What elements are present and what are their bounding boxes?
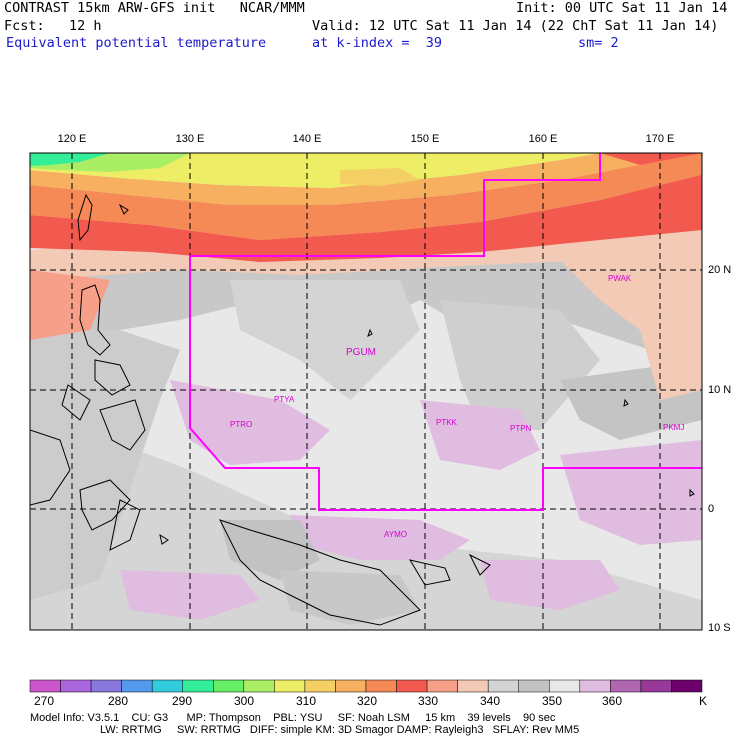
station-ptpn: PTPN [510,424,532,433]
valid-time: Valid: 12 UTC Sat 11 Jan 14 (22 ChT Sat … [312,18,719,34]
colorbar-label-290: 290 [171,694,193,708]
forecast-hour: Fcst: 12 h [4,18,102,34]
colorbar-label-350: 350 [541,694,563,708]
colorbar-label-310: 310 [295,694,317,708]
colorbar-swatch [121,679,153,693]
colorbar-unit: K [698,694,708,708]
map-frame [29,152,703,631]
model-info-line1: Model Info: V3.5.1 CU: G3 MP: Thompson P… [30,712,556,724]
colorbar-label-360: 360 [601,694,623,708]
colorbar-label-330: 330 [417,694,439,708]
colorbar-swatch [518,679,550,693]
colorbar-label-340: 340 [479,694,501,708]
colorbar-label-280: 280 [107,694,129,708]
station-pkmj: PKMJ [663,423,684,432]
colorbar-swatch [335,679,367,693]
colorbar-label-320: 320 [356,694,378,708]
lon-label-120: 120 E [57,133,87,145]
colorbar-swatch [213,679,245,693]
colorbar-swatch [274,679,306,693]
colorbar-swatch [487,679,519,693]
colorbar-swatch [549,679,581,693]
header-title: CONTRAST 15km ARW-GFS init NCAR/MMM [4,0,305,16]
colorbar-swatch [182,679,214,693]
colorbar-swatch [90,679,122,693]
lon-label-140: 140 E [292,133,322,145]
station-aymo: AYMO [384,530,407,539]
colorbar-swatch [151,679,183,693]
colorbar [29,679,703,693]
field-name: Equivalent potential temperature [6,35,267,51]
station-ptya: PTYA [274,395,295,404]
smoothing: sm= 2 [578,35,619,51]
colorbar-swatch [243,679,275,693]
lat-label-20n: 20 N [708,264,732,276]
level-index: at k-index = 39 [312,35,443,51]
lon-label-150: 150 E [410,133,440,145]
colorbar-swatch [396,679,428,693]
station-pwak: PWAK [608,274,632,283]
lon-label-170: 170 E [645,133,675,145]
colorbar-swatch [640,679,672,693]
colorbar-label-300: 300 [233,694,255,708]
lat-label-0: 0 [708,503,715,515]
domain-boundary [189,153,702,511]
colorbar-swatch [457,679,489,693]
station-ptkk: PTKK [436,418,458,427]
station-pgum: PGUM [346,347,376,358]
colorbar-swatch [304,679,336,693]
init-time: Init: 00 UTC Sat 11 Jan 14 [516,0,728,16]
temperature-field [30,153,702,630]
coastlines [30,193,695,626]
colorbar-swatch [29,679,61,693]
colorbar-swatch [610,679,642,693]
colorbar-label-270: 270 [33,694,55,708]
colorbar-swatch [365,679,397,693]
lon-label-160: 160 E [528,133,558,145]
colorbar-swatch [60,679,92,693]
colorbar-swatch [579,679,611,693]
station-ptro: PTRO [230,420,252,429]
lon-label-130: 130 E [175,133,205,145]
lat-label-10n: 10 N [708,384,732,396]
lat-label-10s: 10 S [708,622,731,634]
colorbar-swatch [426,679,458,693]
colorbar-swatch [671,679,703,693]
model-info-line2: LW: RRTMG SW: RRTMG DIFF: simple KM: 3D … [100,724,580,736]
